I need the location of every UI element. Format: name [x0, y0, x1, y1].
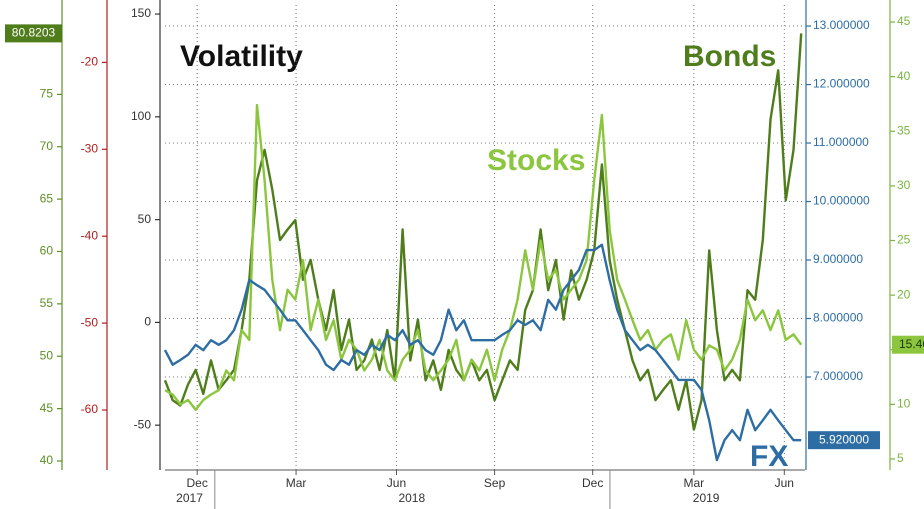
- y-tick-label: 55: [40, 296, 54, 310]
- y-tick-label: 10.000000: [813, 194, 870, 208]
- y-tick-label: 35: [897, 123, 911, 137]
- y-tick-label: -50: [134, 417, 152, 431]
- y-tick-label: 25: [897, 233, 911, 247]
- y-tick-label: 7.000000: [813, 369, 863, 383]
- year-label: 2018: [398, 491, 425, 505]
- last-value-box: [892, 335, 924, 354]
- series-line: [164, 103, 803, 411]
- y-tick-label: 13.000000: [813, 18, 870, 32]
- x-tick-label: Mar: [684, 476, 705, 490]
- year-label: 2019: [693, 491, 720, 505]
- y-tick-label: 20: [897, 287, 911, 301]
- y-tick-label: 9.000000: [813, 252, 863, 266]
- y-tick-label: -60: [81, 402, 99, 416]
- x-tick-label: Jun: [775, 476, 794, 490]
- series-line: [163, 33, 803, 431]
- series-line: [163, 243, 802, 462]
- y-tick-label: -20: [81, 55, 99, 69]
- y-tick-label: 75: [40, 87, 54, 101]
- last-value-label: 80.8203: [12, 26, 56, 40]
- y-tick-label: 10: [897, 397, 911, 411]
- y-tick-label: -40: [81, 228, 99, 242]
- last-value-label: 5.920000: [819, 432, 869, 446]
- y-tick-label: 65: [40, 191, 54, 205]
- y-tick-label: 5: [897, 451, 904, 465]
- x-tick-label: Dec: [582, 476, 603, 490]
- y-tick-label: 45: [897, 14, 911, 28]
- x-tick-label: Sep: [484, 476, 506, 490]
- x-tick-label: Mar: [286, 476, 307, 490]
- y-tick-label: 40: [40, 453, 54, 467]
- y-tick-label: 100: [131, 109, 151, 123]
- last-value-box: [5, 24, 62, 43]
- series-label: FX: [750, 440, 788, 473]
- y-tick-label: -30: [81, 141, 99, 155]
- last-value-box: [808, 431, 880, 450]
- y-tick-label: 12.000000: [813, 77, 870, 91]
- y-tick-label: 11.000000: [813, 135, 869, 149]
- y-tick-label: 30: [897, 178, 911, 192]
- y-tick-label: 50: [138, 212, 152, 226]
- series-label: Stocks: [487, 144, 585, 177]
- year-label: 2017: [176, 491, 203, 505]
- y-tick-label: 60: [40, 244, 54, 258]
- x-tick-label: Jun: [387, 476, 406, 490]
- y-tick-label: 50: [40, 348, 54, 362]
- y-tick-label: 8.000000: [813, 311, 863, 325]
- x-tick-label: Dec: [187, 476, 208, 490]
- y-tick-label: 45: [40, 401, 54, 415]
- chart-title: Volatility: [180, 40, 303, 73]
- y-tick-label: 150: [131, 6, 151, 20]
- y-tick-label: 40: [897, 69, 911, 83]
- last-value-label: 15.46: [899, 337, 924, 351]
- y-tick-label: 0: [144, 315, 151, 329]
- series-label: Bonds: [683, 40, 776, 73]
- y-tick-label: -50: [81, 315, 99, 329]
- y-tick-label: 70: [40, 139, 54, 153]
